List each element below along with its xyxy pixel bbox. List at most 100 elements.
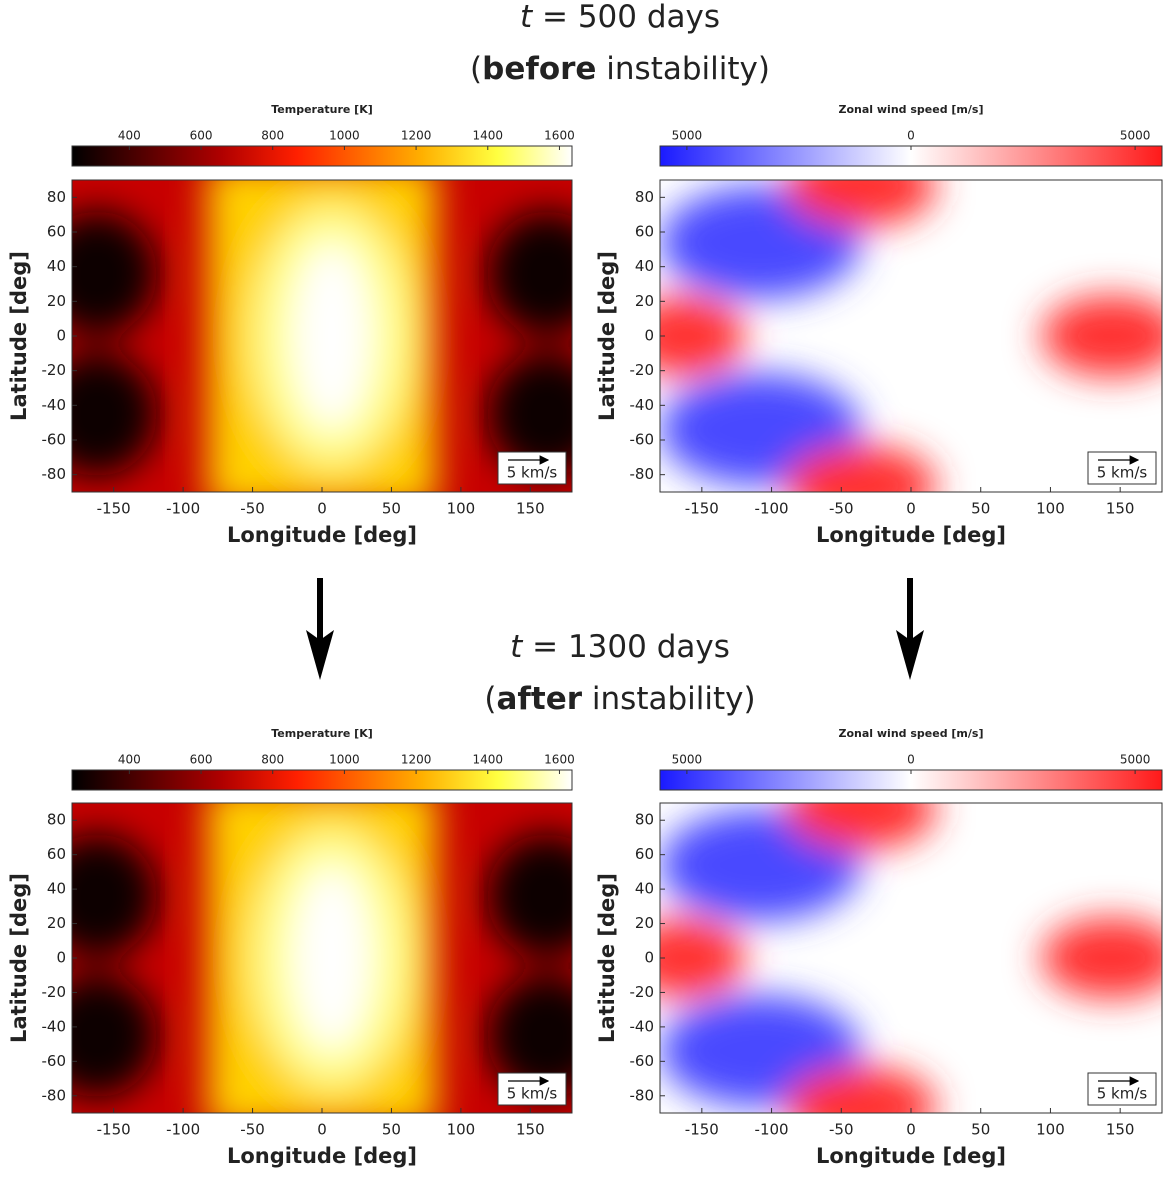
arrow-head — [896, 630, 924, 680]
y-tick-label: 40 — [635, 880, 654, 898]
colorbar-tick-label: 0 — [907, 129, 915, 143]
eastward-jet — [785, 803, 937, 850]
y-axis-label: Latitude [deg] — [595, 251, 619, 421]
x-tick-label: -150 — [97, 1121, 131, 1139]
x-tick-label: 150 — [516, 500, 545, 518]
colorbar-tick-label: 1000 — [329, 129, 360, 143]
x-tick-label: 150 — [1106, 1121, 1135, 1139]
nightside-cold — [72, 973, 157, 1098]
y-tick-label: 0 — [644, 949, 654, 967]
x-tick-label: 100 — [1036, 500, 1065, 518]
colorbar-tick-label: 1200 — [401, 129, 432, 143]
map-panel: Temperature [K]400 600 800 1000 1200 1400 1600… — [7, 103, 575, 547]
header-top: t = 500 days (before instability) — [470, 0, 770, 87]
colorbar-tick-label: 1400 — [472, 753, 503, 767]
x-axis-label: Longitude [deg] — [816, 523, 1006, 547]
y-tick-label: 80 — [47, 188, 66, 206]
y-tick-label: -20 — [630, 983, 655, 1001]
x-tick-label: -100 — [755, 500, 789, 518]
y-tick-label: -80 — [630, 465, 655, 483]
y-tick-label: 0 — [644, 327, 654, 345]
field — [660, 180, 1162, 492]
x-tick-label: 50 — [971, 1121, 990, 1139]
field-blur — [660, 803, 1162, 1113]
colorbar-label: Temperature [K] — [271, 103, 373, 116]
x-tick-label: -150 — [97, 500, 131, 518]
field — [72, 180, 572, 492]
nightside-cold — [487, 211, 572, 336]
y-tick-label: 0 — [56, 327, 66, 345]
dayside-peak — [292, 865, 372, 1051]
eastward-jet — [660, 917, 746, 999]
colorbar — [71, 769, 573, 791]
scale-key — [497, 1072, 567, 1106]
colorbar-tick-label: 5000 — [672, 129, 703, 143]
phase-title: (after instability) — [484, 681, 755, 717]
colorbar-tick-label: 1400 — [472, 129, 503, 143]
x-tick-label: -50 — [240, 1121, 265, 1139]
y-tick-label: 80 — [47, 811, 66, 829]
y-tick-label: -40 — [42, 1017, 67, 1035]
eastward-jet — [785, 1066, 937, 1113]
colorbar-tick-label: 5000 — [1120, 129, 1151, 143]
y-tick-label: 20 — [47, 914, 66, 932]
time-title: t = 500 days — [520, 0, 720, 35]
x-tick-label: 100 — [447, 1121, 476, 1139]
field-blur — [72, 180, 572, 492]
transition-arrows — [306, 578, 924, 680]
x-tick-label: 0 — [317, 1121, 327, 1139]
y-tick-label: 20 — [47, 292, 66, 310]
x-tick-label: 150 — [1106, 500, 1135, 518]
colorbar — [71, 145, 573, 167]
field — [72, 803, 572, 1113]
y-tick-label: -40 — [42, 396, 67, 414]
colorbar-tick-label: 5000 — [1120, 753, 1151, 767]
colorbar-tick-label: 600 — [190, 129, 213, 143]
y-tick-label: 40 — [47, 257, 66, 275]
colorbar-tick-label: 600 — [190, 753, 213, 767]
y-tick-label: -60 — [630, 431, 655, 449]
y-tick-label: 40 — [47, 880, 66, 898]
eastward-jet — [785, 445, 937, 492]
map-panel: Temperature [K]400 600 800 1000 1200 1400 1600… — [7, 727, 575, 1168]
colorbar-tick-label: 1000 — [329, 753, 360, 767]
scale-label: 5 km/s — [1097, 1085, 1148, 1103]
eastward-jet — [1041, 917, 1162, 999]
y-tick-label: -20 — [42, 983, 67, 1001]
eastward-jet — [785, 180, 937, 227]
x-tick-label: 150 — [516, 1121, 545, 1139]
y-tick-label: 60 — [47, 845, 66, 863]
y-tick-label: -60 — [42, 431, 67, 449]
colorbar-tick-label: 1600 — [544, 753, 575, 767]
colorbar-label: Temperature [K] — [271, 727, 373, 740]
x-tick-label: -100 — [755, 1121, 789, 1139]
colorbar-tick-label: 800 — [261, 753, 284, 767]
x-tick-label: 100 — [447, 500, 476, 518]
y-tick-label: -60 — [630, 1052, 655, 1070]
y-tick-label: -80 — [42, 465, 67, 483]
x-tick-label: -100 — [166, 500, 200, 518]
scale-label: 5 km/s — [507, 1085, 558, 1103]
y-tick-label: 20 — [635, 292, 654, 310]
y-tick-label: 40 — [635, 257, 654, 275]
colorbar-tick-label: 800 — [261, 129, 284, 143]
x-tick-label: -150 — [685, 1121, 719, 1139]
y-tick-label: 0 — [56, 949, 66, 967]
y-axis-label: Latitude [deg] — [7, 251, 31, 421]
map-panel: Zonal wind speed [m/s]5000 0 5000-150 -100-… — [595, 103, 1163, 547]
nightside-cold — [487, 351, 572, 477]
scale-key — [1087, 1072, 1157, 1106]
eastward-jet — [660, 295, 746, 377]
colorbar-tick-label: 0 — [907, 753, 915, 767]
colorbar-label: Zonal wind speed [m/s] — [839, 727, 984, 740]
colorbar-tick-label: 400 — [118, 753, 141, 767]
eastward-jet — [1041, 295, 1162, 377]
x-tick-label: 50 — [382, 500, 401, 518]
nightside-cold — [72, 211, 157, 336]
y-tick-label: 20 — [635, 914, 654, 932]
y-tick-label: 80 — [635, 811, 654, 829]
colorbar-tick-label: 1200 — [401, 753, 432, 767]
x-tick-label: 50 — [971, 500, 990, 518]
y-tick-label: 60 — [635, 223, 654, 241]
dayside-peak — [292, 242, 372, 430]
